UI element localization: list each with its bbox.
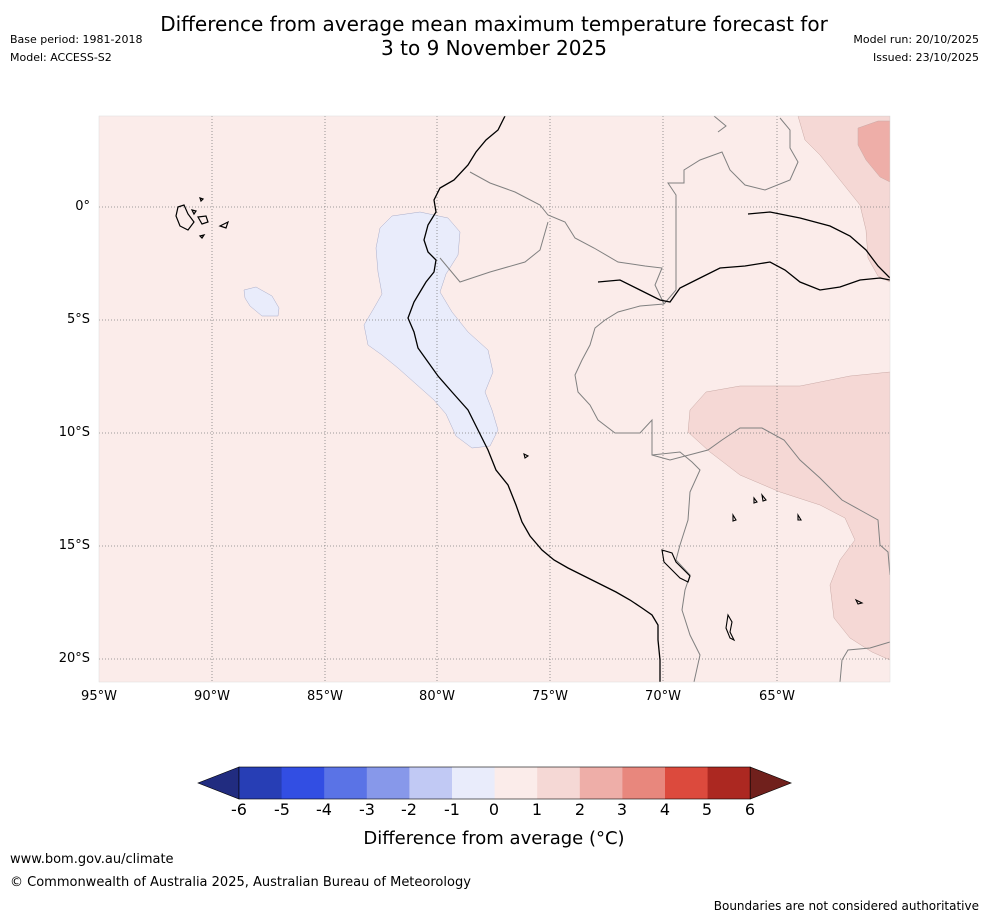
- lat-label-20s: 20°S: [58, 651, 90, 666]
- colorbar-extend-low: [197, 766, 240, 800]
- lon-label-95w: 95°W: [81, 689, 117, 704]
- colorbar-extend-high: [749, 766, 792, 800]
- colorbar-tick-label: -4: [316, 800, 332, 819]
- colorbar-tick-label: 4: [659, 800, 671, 819]
- coastline: [407, 116, 890, 682]
- lat-label-0: 0°: [75, 199, 90, 214]
- colorbar-cell: [707, 767, 751, 799]
- lon-label-65w: 65°W: [759, 689, 795, 704]
- lon-label-70w: 70°W: [645, 689, 681, 704]
- colorbar-cell: [579, 767, 623, 799]
- title-line-2: 3 to 9 November 2025: [381, 36, 607, 60]
- colorbar-tick-label: -6: [231, 800, 247, 819]
- colorbar-cell: [324, 767, 368, 799]
- colorbar-cell: [665, 767, 708, 799]
- footer-url: www.bom.gov.au/climate: [10, 852, 174, 867]
- grid-lines: [99, 116, 890, 682]
- anomaly-region-negative-coast: [363, 211, 499, 449]
- colorbar-cell: [537, 767, 581, 799]
- lat-label-5s: 5°S: [66, 312, 90, 327]
- footer-copyright: © Commonwealth of Australia 2025, Austra…: [10, 875, 471, 890]
- colorbar-cell: [452, 767, 495, 799]
- lon-label-75w: 75°W: [532, 689, 568, 704]
- galapagos-islands: [175, 197, 230, 239]
- colorbar-tick-label: -1: [444, 800, 460, 819]
- title-line-1: Difference from average mean maximum tem…: [160, 12, 828, 36]
- lakes: [523, 452, 864, 642]
- footer-note: Boundaries are not considered authoritat…: [713, 899, 979, 913]
- model-name: Model: ACCESS-S2: [10, 51, 112, 64]
- map-frame: [98, 115, 891, 683]
- colorbar-tick-label: 2: [574, 800, 586, 819]
- lon-label-90w: 90°W: [194, 689, 230, 704]
- colorbar-cell: [239, 767, 282, 799]
- base-period: Base period: 1981-2018: [10, 33, 143, 46]
- anomaly-region-negative-galapagos: [243, 286, 280, 317]
- meta-right: Model run: 20/10/2025 Issued: 23/10/2025: [853, 31, 979, 67]
- lat-label-10s: 10°S: [58, 425, 90, 440]
- colorbar-tick-label: -5: [274, 800, 290, 819]
- colorbar-cell: [281, 767, 325, 799]
- anomaly-region-positive-south: [687, 371, 890, 661]
- colorbar-tick-label: 0: [488, 800, 500, 819]
- lon-label-85w: 85°W: [307, 689, 343, 704]
- lat-label-15s: 15°S: [58, 538, 90, 553]
- meta-left: Base period: 1981-2018 Model: ACCESS-S2: [10, 31, 142, 67]
- issued-date: Issued: 23/10/2025: [872, 51, 979, 64]
- colorbar-tick-label: 3: [616, 800, 628, 819]
- anomaly-region-warm-north: [857, 120, 890, 183]
- map-title: Difference from average mean maximum tem…: [0, 12, 988, 60]
- colorbar-cell: [366, 767, 410, 799]
- colorbar-tick-label: -3: [359, 800, 375, 819]
- colorbar-cell: [494, 767, 538, 799]
- colorbar-title: Difference from average (°C): [363, 828, 625, 849]
- colorbar-tick-label: 1: [531, 800, 543, 819]
- colorbar-cell: [622, 767, 666, 799]
- colorbar-tick-label: 5: [701, 800, 713, 819]
- colorbar-cell: [409, 767, 453, 799]
- model-run: Model run: 20/10/2025: [853, 33, 979, 46]
- country-borders: [439, 116, 890, 682]
- colorbar-tick-label: 6: [744, 800, 756, 819]
- lon-label-80w: 80°W: [419, 689, 455, 704]
- colorbar-tick-label: -2: [401, 800, 417, 819]
- colorbar: [197, 766, 792, 800]
- colorbar-frame: [238, 766, 751, 800]
